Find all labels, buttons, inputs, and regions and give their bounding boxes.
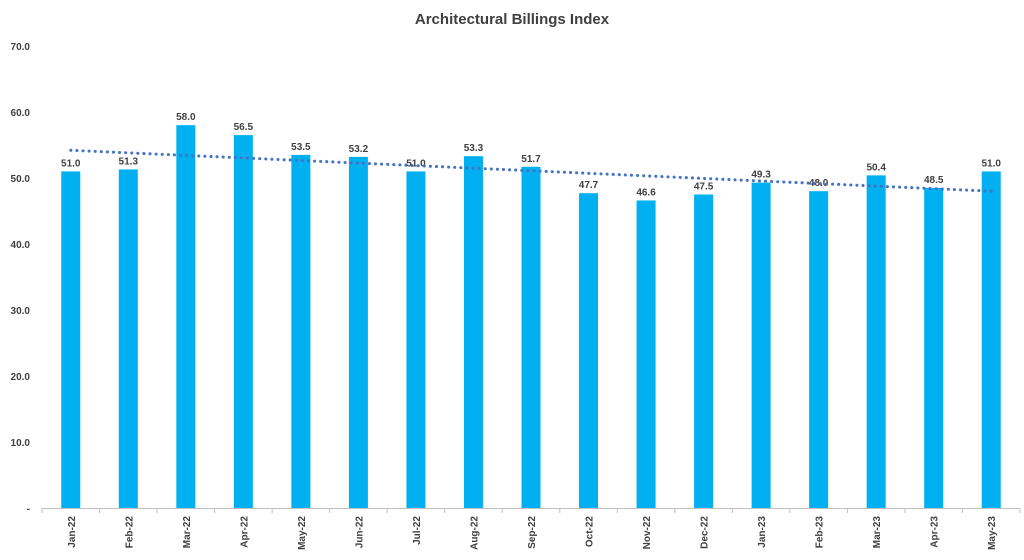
- x-axis-ticks: Jan-22 Feb-22 Mar-22 Apr-22 May-22 Jun-22 Jul-…: [41, 508, 1021, 550]
- y-tick-label: 60.0: [11, 108, 31, 119]
- y-tick-label: -: [27, 504, 30, 515]
- y-tick-label: 20.0: [11, 372, 31, 383]
- x-tick-label: May-23: [987, 516, 998, 550]
- data-label: 46.6: [636, 187, 656, 198]
- data-label: 47.7: [579, 180, 599, 191]
- bar: [406, 171, 426, 508]
- bar: [751, 182, 771, 508]
- trendline-group: [69, 148, 993, 193]
- x-tick-label: Jan-22: [67, 516, 78, 548]
- bar: [809, 191, 829, 508]
- trendline: [69, 148, 993, 193]
- bar: [694, 194, 714, 508]
- x-tick-label: Feb-23: [815, 516, 826, 549]
- data-label: 53.5: [291, 142, 311, 153]
- data-label: 51.0: [982, 158, 1002, 169]
- x-tick-label: Aug-22: [469, 516, 480, 550]
- x-tick-label: Nov-22: [642, 516, 653, 550]
- x-tick-label: Oct-22: [585, 516, 596, 548]
- data-label: 56.5: [234, 122, 254, 133]
- x-tick-label: Mar-22: [182, 516, 193, 549]
- data-label: 51.0: [61, 158, 81, 169]
- bar: [924, 187, 944, 508]
- y-tick-label: 40.0: [11, 240, 31, 251]
- chart-title: Architectural Billings Index: [415, 11, 610, 28]
- bar: [636, 200, 656, 508]
- data-label: 58.0: [176, 112, 196, 123]
- y-tick-label: 50.0: [11, 174, 31, 185]
- data-label: 50.4: [866, 162, 886, 173]
- bar: [981, 171, 1001, 508]
- bars-group: [61, 125, 1001, 509]
- x-tick-label: Dec-22: [700, 516, 711, 549]
- x-tick-label: Jul-22: [412, 516, 423, 545]
- bar: [579, 193, 599, 508]
- bar: [348, 156, 368, 508]
- bar: [866, 175, 886, 509]
- y-tick-label: 10.0: [11, 438, 31, 449]
- data-label: 49.3: [751, 170, 771, 181]
- bar: [176, 125, 196, 508]
- x-tick-label: Jan-23: [757, 516, 768, 548]
- data-label: 53.3: [464, 143, 484, 154]
- data-label: 51.7: [521, 154, 541, 165]
- data-label: 48.5: [924, 175, 944, 186]
- bar: [233, 135, 253, 508]
- x-tick-label: Mar-23: [872, 516, 883, 549]
- y-tick-label: 70.0: [11, 42, 31, 53]
- data-label: 51.0: [406, 158, 426, 169]
- y-tick-label: 30.0: [11, 306, 31, 317]
- data-label: 47.5: [694, 182, 714, 193]
- y-axis-ticks: - 10.0 20.0 30.0 40.0 50.0 60.0 70.0: [11, 42, 31, 515]
- bar: [521, 166, 541, 508]
- x-tick-label: Feb-22: [124, 516, 135, 549]
- x-tick-label: Apr-23: [930, 516, 941, 548]
- data-label: 53.2: [349, 144, 369, 155]
- bar: [61, 171, 81, 508]
- data-label: 51.3: [119, 156, 139, 167]
- x-tick-label: Sep-22: [527, 516, 538, 549]
- bar: [291, 154, 311, 508]
- x-tick-label: May-22: [297, 516, 308, 550]
- bar: [463, 156, 483, 508]
- x-tick-label: Jun-22: [354, 516, 365, 549]
- bar: [118, 169, 138, 509]
- x-tick-label: Apr-22: [239, 516, 250, 548]
